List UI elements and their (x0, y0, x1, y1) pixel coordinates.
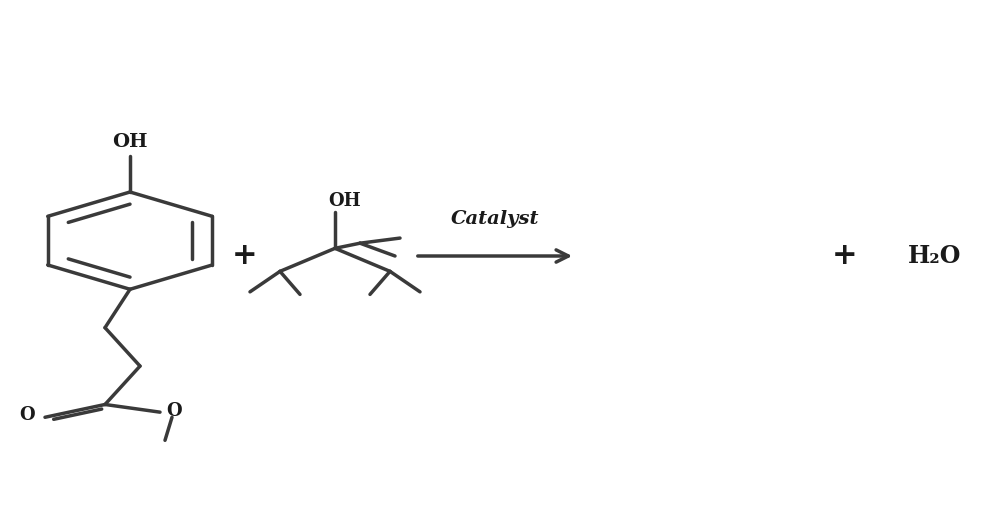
Text: +: + (232, 242, 258, 270)
Text: OH: OH (329, 192, 361, 210)
Text: Catalyst: Catalyst (451, 210, 539, 228)
Text: O: O (19, 406, 35, 424)
Text: O: O (166, 402, 182, 420)
Text: OH: OH (112, 133, 148, 151)
Text: H₂O: H₂O (908, 244, 962, 268)
Text: +: + (832, 242, 858, 270)
